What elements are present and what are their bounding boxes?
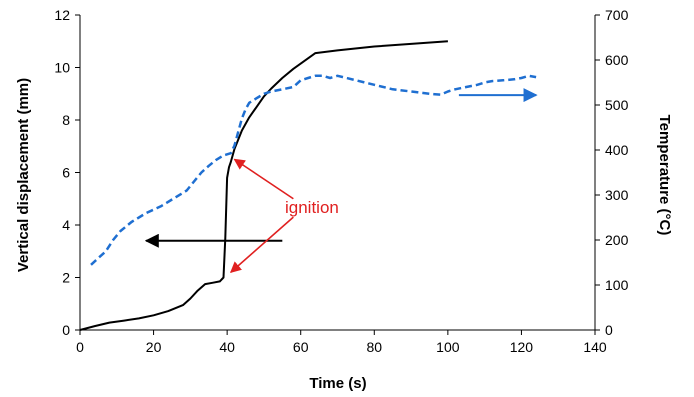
left-y-axis-title: Vertical displacement (mm) [15, 78, 32, 272]
right-y-tick-label: 500 [605, 97, 629, 113]
left-y-tick-label: 2 [62, 270, 70, 286]
right-y-tick-label: 300 [605, 187, 629, 203]
right-y-axis-title: Temperature (°C) [656, 115, 673, 236]
right-y-tick-label: 400 [605, 142, 629, 158]
left-y-tick-label: 8 [62, 112, 70, 128]
x-axis-title: Time (s) [309, 375, 366, 392]
x-tick-label: 20 [146, 339, 162, 355]
left-y-tick-label: 6 [62, 165, 70, 181]
right-y-tick-label: 200 [605, 232, 629, 248]
ignition-arrow-lower [229, 216, 294, 273]
left-y-tick-label: 10 [54, 60, 70, 76]
right-y-axis-ticks: 0 100 200 300 400 500 600 700 [595, 7, 629, 338]
x-tick-label: 140 [583, 339, 607, 355]
x-tick-label: 40 [219, 339, 235, 355]
right-y-tick-label: 700 [605, 7, 629, 23]
x-tick-label: 60 [293, 339, 309, 355]
left-y-tick-label: 4 [62, 217, 70, 233]
ignition-annotation: ignition [285, 198, 339, 217]
indicator-layer [144, 88, 538, 273]
x-tick-label: 80 [366, 339, 382, 355]
left-y-axis-ticks: 0 2 4 6 8 10 12 [54, 7, 80, 338]
displacement-series-line [79, 40, 448, 331]
x-tick-label: 100 [436, 339, 460, 355]
ignition-arrow-upper [233, 158, 294, 200]
left-y-tick-label: 12 [54, 7, 70, 23]
x-axis-ticks: 0 20 40 60 80 100 120 140 [76, 330, 607, 355]
axes [79, 15, 596, 331]
right-y-tick-label: 100 [605, 277, 629, 293]
x-tick-label: 0 [76, 339, 84, 355]
series-layer [79, 40, 537, 331]
right-y-tick-label: 0 [605, 322, 613, 338]
right-y-tick-label: 600 [605, 52, 629, 68]
left-y-tick-label: 0 [62, 322, 70, 338]
temperature-series-line [90, 74, 537, 266]
x-tick-label: 120 [510, 339, 534, 355]
